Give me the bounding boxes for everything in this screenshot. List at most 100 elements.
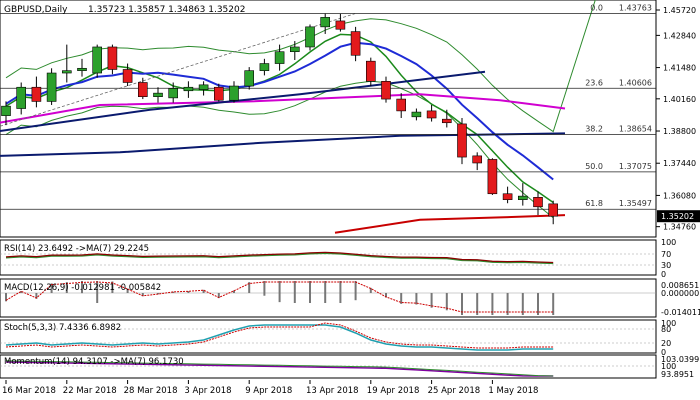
- time-axis-label: 3 Apr 2018: [184, 386, 231, 396]
- momentum-lines: [0, 360, 656, 377]
- candle-bullish: [1, 105, 11, 116]
- rsi-lines: [0, 251, 656, 266]
- time-axis-label: 1 May 2018: [488, 386, 538, 396]
- macd-bar: [445, 293, 448, 311]
- macd-bar: [354, 281, 357, 301]
- macd-bar: [309, 281, 311, 303]
- momentum-line: [5, 361, 554, 377]
- price-axis: 1.45720 1.42840 1.41480 1.40160 1.38800 1.374…: [656, 6, 700, 232]
- price-panel-border: [0, 0, 657, 238]
- candle-bullish: [305, 26, 315, 48]
- ma-magenta-line: [0, 93, 566, 124]
- price-axis-label: 1.42840: [663, 31, 696, 40]
- candle-bullish: [411, 111, 422, 118]
- candle-bearish: [548, 203, 559, 217]
- stoch-panel[interactable]: Stoch(5,3,3) 7.4336 6.8982: [0, 319, 657, 354]
- fib-label: 38.2: [585, 124, 603, 133]
- subpanel-axes: 100703000.0086510.000000-0.0140111008020…: [661, 238, 700, 379]
- time-axis-label: 9 Apr 2018: [245, 386, 292, 396]
- macd-bar: [415, 293, 418, 305]
- stoch-lines: [0, 322, 656, 351]
- candle-bullish: [517, 195, 528, 200]
- subpanel-axis-label: 30: [661, 261, 671, 270]
- macd-signal-line: [5, 281, 554, 313]
- price-axis-label: 1.34760: [663, 223, 696, 232]
- macd-bar: [324, 281, 327, 303]
- price-panel[interactable]: 0.0 1.43763 23.6 1.40606 38.2 1.38654 50.0 1.37…: [0, 0, 657, 238]
- macd-bar: [96, 281, 99, 303]
- macd-bar: [65, 282, 68, 293]
- time-axis: 16 Mar 2018 22 Mar 2018 28 Mar 2018 3 Apr 2…: [2, 380, 538, 396]
- time-axis-label: 13 Apr 2018: [306, 386, 359, 396]
- subpanel-axis-label: 0: [661, 348, 666, 357]
- macd-bar: [430, 293, 433, 308]
- momentum-panel-border: [0, 354, 657, 379]
- candle-bullish: [229, 85, 239, 101]
- fib-value: 1.40606: [619, 78, 652, 87]
- fib-value: 1.38654: [619, 124, 652, 133]
- subpanel-axis-label: 70: [661, 250, 671, 259]
- macd-panel[interactable]: MACD(12,26,9) -0.012981 -0.005842: [0, 278, 657, 318]
- candle-bearish: [350, 31, 361, 56]
- candle-bullish: [46, 72, 57, 102]
- macd-bar: [339, 281, 342, 303]
- subpanel-axis-label: 80: [661, 325, 671, 334]
- macd-bar: [278, 281, 281, 303]
- subpanel-axis-label: 0.008651: [661, 281, 699, 290]
- macd-bar: [369, 287, 372, 293]
- candle-bearish: [457, 123, 467, 158]
- macd-bar: [126, 288, 129, 293]
- candle-bearish: [396, 98, 407, 112]
- price-axis-label: 1.37440: [663, 159, 696, 168]
- subpanel-axis-label: 93.8951: [661, 370, 694, 379]
- macd-bar: [50, 283, 53, 293]
- subpanel-axis-label: 103.0399: [661, 355, 699, 364]
- candle-bullish: [289, 46, 300, 53]
- momentum-ma-line: [5, 360, 554, 377]
- candle-bearish: [335, 20, 346, 30]
- fib-label: 50.0: [585, 162, 603, 171]
- macd-bar: [217, 293, 220, 299]
- rsi-title: RSI(14) 23.6492 ->MA(7) 29.2245: [4, 244, 149, 254]
- candle-bearish: [31, 86, 42, 102]
- ohlc-label: 1.35723 1.35857 1.34863 1.35202: [88, 5, 245, 15]
- candle-bullish: [183, 86, 194, 92]
- subpanel-axis-label: 0: [661, 270, 666, 279]
- macd-bar: [233, 290, 235, 293]
- stoch-panel-border: [0, 319, 657, 354]
- ma-long-navy-line: [0, 132, 566, 157]
- fibonacci-levels: 0.0 1.43763 23.6 1.40606 38.2 1.38654 50.0 1.37…: [0, 4, 656, 210]
- candle-bearish: [381, 81, 391, 100]
- macd-bar: [506, 293, 509, 315]
- candle-bullish: [77, 67, 87, 71]
- macd-bar: [20, 291, 23, 293]
- fib-value: 1.37075: [619, 162, 652, 171]
- subpanel-axis-label: 0.000000: [661, 289, 699, 298]
- candle-bullish: [92, 46, 102, 74]
- macd-bar: [187, 291, 190, 293]
- stoch-title: Stoch(5,3,3) 7.4336 6.8982: [4, 323, 121, 333]
- trendline-navy: [0, 70, 486, 132]
- candle-bullish: [320, 17, 331, 28]
- candle-bearish: [472, 155, 483, 164]
- subpanel-axis-label: 100: [661, 362, 676, 371]
- macd-bar: [293, 281, 296, 303]
- price-axis-label: 1.38800: [663, 127, 696, 136]
- momentum-panel[interactable]: Momentum(14) 94.3107 ->MA(7) 96.1730: [0, 354, 657, 379]
- momentum-title: Momentum(14) 94.3107 ->MA(7) 96.1730: [4, 357, 184, 367]
- macd-bar: [537, 293, 539, 315]
- macd-histogram: [0, 281, 656, 315]
- rsi-line: [5, 251, 554, 264]
- macd-bar: [5, 293, 7, 302]
- macd-bar: [248, 282, 251, 293]
- macd-bar: [552, 293, 555, 315]
- macd-bar: [111, 281, 114, 293]
- rsi-panel[interactable]: RSI(14) 23.6492 ->MA(7) 29.2245: [0, 239, 657, 276]
- price-axis-label: 1.36080: [663, 191, 696, 200]
- candle-bullish: [274, 51, 285, 64]
- time-axis-label: 25 Apr 2018: [428, 386, 481, 396]
- price-axis-label: 1.40160: [663, 95, 696, 104]
- macd-bar: [400, 293, 403, 304]
- current-price-label: 1.35202: [661, 212, 694, 221]
